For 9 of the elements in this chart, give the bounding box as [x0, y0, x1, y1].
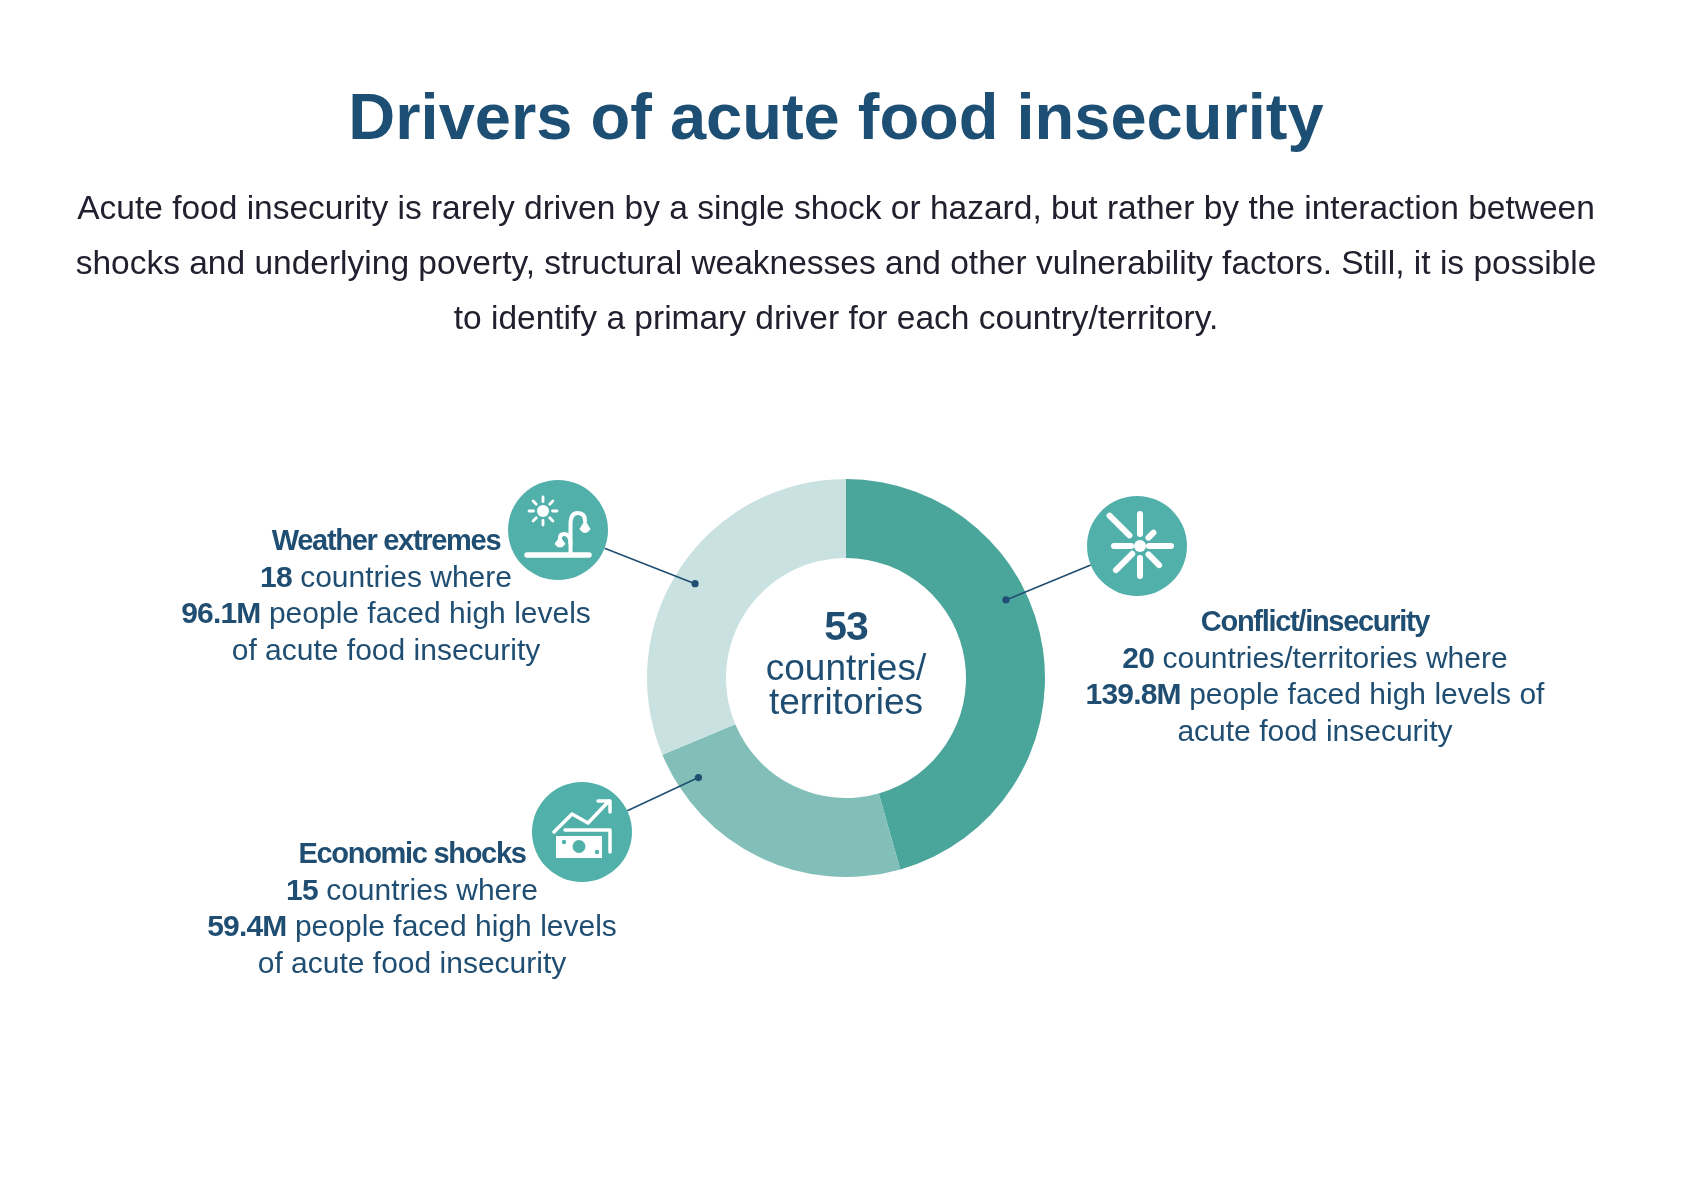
- slice-label: Weather extremes: [271, 523, 501, 558]
- text: 20 countries/territories where 139.8M people faced high levels of acute food insecurity: [1085, 640, 1545, 747]
- chart-title: Drivers of acute food insecurity: [348, 80, 1324, 153]
- slice-label: Conflict/insecurity: [1200, 604, 1430, 639]
- slice-label: Economic shocks: [298, 836, 526, 871]
- text: 53 countries/territories: [764, 602, 928, 722]
- text: 15 countries where 59.4M people faced high levels of acute food insecurity: [207, 872, 617, 979]
- chart-subtitle: Acute food insecurity is rarely driven by a single shock or hazard, but rather by the interaction between shocks and underlying poverty, structural weaknesses and other vulnerability factors. Still, it is possible to identify a primary driver for each country/territory.: [74, 188, 1598, 338]
- text: 18 countries where 96.1M people faced high levels of acute food insecurity: [181, 559, 591, 666]
